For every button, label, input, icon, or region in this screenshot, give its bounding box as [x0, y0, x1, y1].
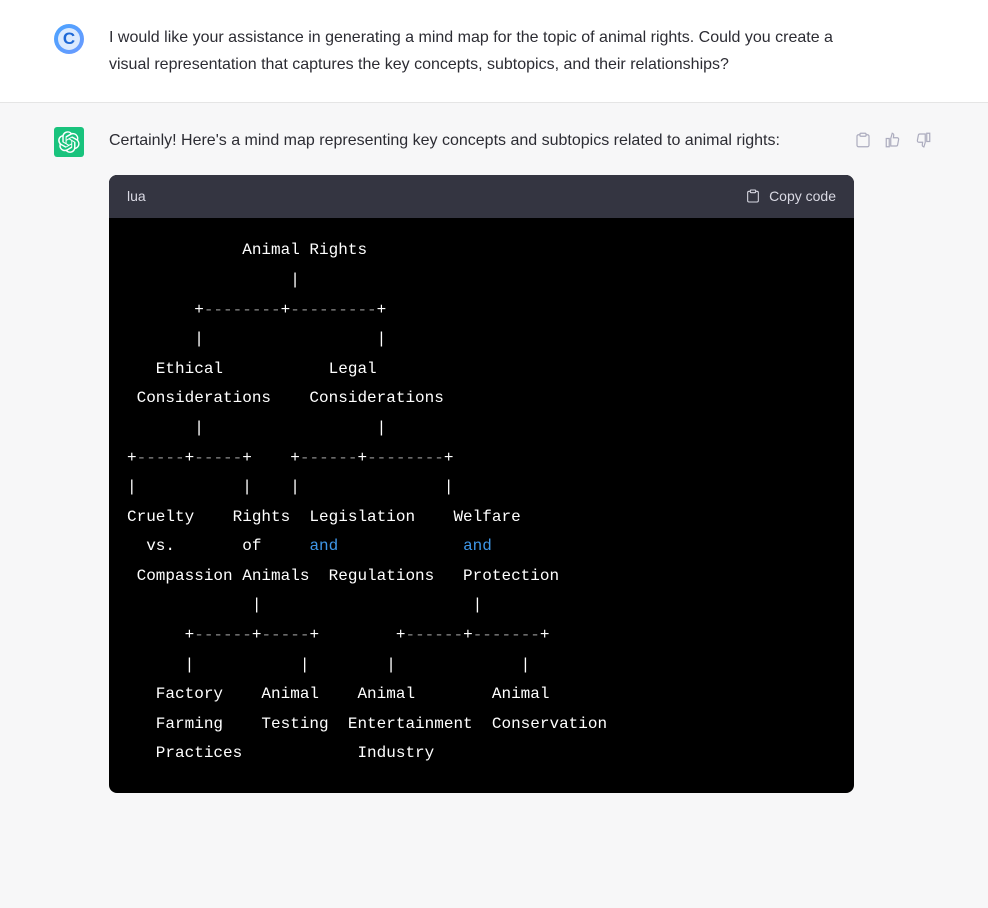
assistant-message-row: Certainly! Here's a mind map representin… [0, 103, 988, 817]
user-avatar-letter: C [63, 29, 75, 49]
copy-code-label: Copy code [769, 185, 836, 209]
assistant-avatar [54, 127, 84, 157]
assistant-message-content: Certainly! Here's a mind map representin… [109, 127, 854, 793]
clipboard-icon [745, 188, 761, 204]
copy-code-button[interactable]: Copy code [745, 185, 836, 209]
thumbs-down-button[interactable] [914, 131, 932, 149]
openai-logo-icon [58, 131, 80, 153]
code-language-label: lua [127, 185, 146, 209]
user-avatar: C [54, 24, 84, 54]
message-actions [854, 127, 968, 793]
user-message-row: C I would like your assistance in genera… [0, 0, 988, 103]
assistant-intro-text: Certainly! Here's a mind map representin… [109, 127, 854, 154]
code-header: lua Copy code [109, 175, 854, 219]
thumbs-down-icon [914, 131, 932, 149]
clipboard-icon [854, 131, 872, 149]
thumbs-up-button[interactable] [884, 131, 902, 149]
code-body: Animal Rights | +--------+---------+ | |… [109, 218, 854, 793]
thumbs-up-icon [884, 131, 902, 149]
code-block: lua Copy code Animal Rights | +--------+… [109, 175, 854, 793]
user-message-text: I would like your assistance in generati… [109, 24, 854, 78]
copy-message-button[interactable] [854, 131, 872, 149]
